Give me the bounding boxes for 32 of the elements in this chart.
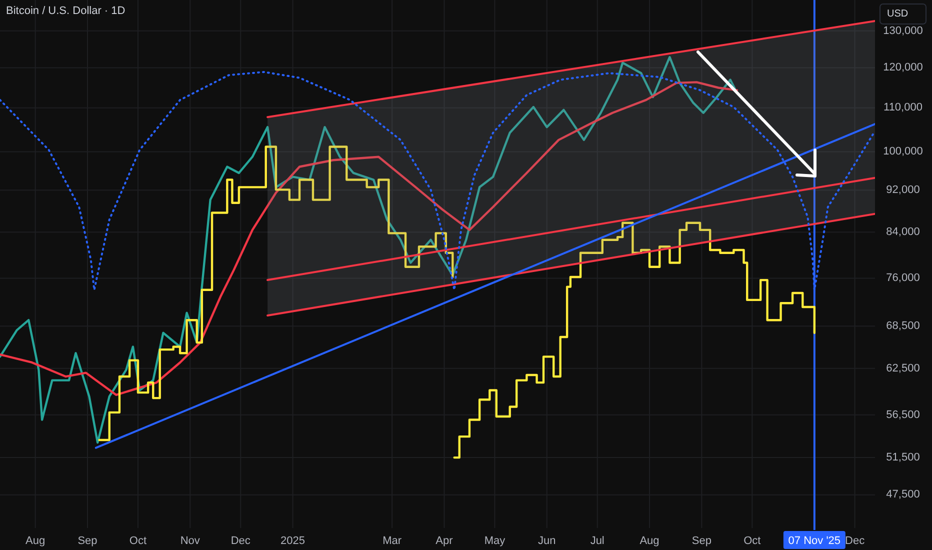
x-tick-label: Dec xyxy=(230,534,251,547)
y-axis-title: USD xyxy=(887,8,908,20)
x-tick-label: 2025 xyxy=(280,534,306,547)
y-tick-label: 56,500 xyxy=(886,408,920,421)
ref-line-label: 07 Nov '25 xyxy=(788,534,841,547)
y-tick-label: 51,500 xyxy=(886,451,920,464)
y-tick-label: 92,000 xyxy=(886,184,920,196)
x-tick-label: Aug xyxy=(26,534,46,547)
x-tick-label: Dec xyxy=(845,534,866,547)
x-tick-label: Nov xyxy=(180,534,200,547)
y-tick-label: 110,000 xyxy=(884,102,922,114)
y-tick-label: 100,000 xyxy=(883,146,923,158)
x-tick-label: Apr xyxy=(436,534,454,547)
line-series xyxy=(0,56,738,444)
text: Bitcoin / U.S. Dollar · 1D xyxy=(6,5,126,17)
y-tick-label: 47,500 xyxy=(886,488,920,501)
y-tick-label: 130,000 xyxy=(883,24,923,37)
y-tick-label: 62,500 xyxy=(886,362,920,374)
x-tick-label: Jun xyxy=(538,534,556,547)
x-tick-label: Mar xyxy=(382,534,402,547)
x-tick-label: Oct xyxy=(129,534,147,547)
x-tick-label: Sep xyxy=(78,534,98,547)
x-tick-label: Sep xyxy=(692,534,712,547)
y-tick-label: 68,500 xyxy=(886,320,920,332)
x-tick-label: May xyxy=(484,534,506,547)
x-tick-label: Jul xyxy=(590,534,604,547)
y-tick-label: 120,000 xyxy=(883,62,923,74)
line-series xyxy=(0,81,738,396)
y-tick-label: 84,000 xyxy=(886,226,920,238)
x-tick-label: Aug xyxy=(640,534,660,547)
y-tick-label: 76,000 xyxy=(886,272,920,284)
x-tick-label: Oct xyxy=(744,534,761,547)
